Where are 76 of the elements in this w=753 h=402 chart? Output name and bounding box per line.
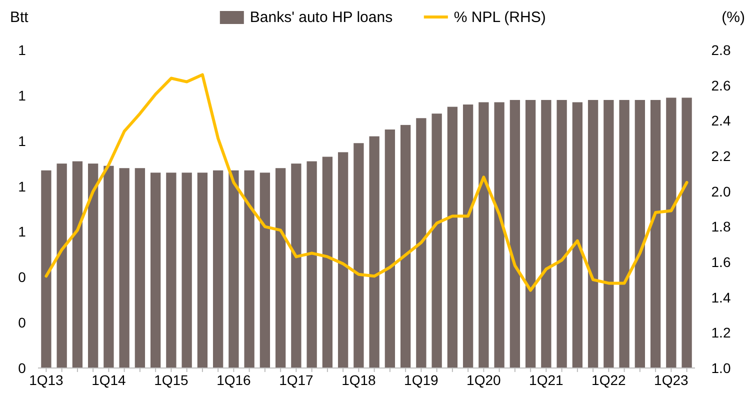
bar [556,100,567,368]
bar [119,168,130,368]
bar [572,102,583,368]
x-tick-label: 1Q21 [529,372,564,388]
bar [462,104,474,368]
bar [182,172,192,368]
bar [432,114,442,368]
y-tick-label: 0 [18,269,26,286]
bar [291,164,302,368]
y-tick-label: 1 [18,178,26,194]
x-tick-label: 1Q23 [654,372,689,388]
bar [306,161,317,368]
bar [666,98,676,368]
y-tick-label: 0 [18,314,26,331]
bar [260,172,270,368]
y-tick-label: 1 [18,42,26,58]
bar [166,172,176,368]
x-tick-label: 1Q15 [154,372,189,388]
bar [650,100,661,368]
y-tick-label: 1 [18,224,26,240]
bar [134,168,146,368]
y2-tick-label: 1.4 [711,289,731,306]
bar [604,100,614,368]
bar [416,118,426,368]
x-tick-label: 1Q22 [592,372,626,388]
y2-tick-label: 2.2 [711,148,731,164]
x-tick-label: 1Q13 [29,372,64,388]
y-axis-title: Btt [10,9,30,26]
y2-tick-label: 2.0 [711,183,731,200]
bar [212,170,224,368]
bar [354,143,364,368]
x-tick-label: 1Q17 [279,372,314,388]
y2-tick-label: 2.6 [711,77,731,94]
bar [72,161,83,368]
bar [244,170,254,368]
bar [619,100,630,368]
bar [510,100,520,368]
line-series [44,73,688,292]
y2-tick-label: 2.8 [711,42,731,58]
bar [634,100,646,368]
y2-axis-title: (%) [722,9,746,26]
bar [104,166,114,368]
y2-tick-label: 1.8 [711,218,731,235]
x-tick-label: 1Q14 [92,372,126,388]
bar [197,172,208,368]
legend-label: % NPL (RHS) [454,9,546,26]
bar [369,136,380,368]
x-tick-label: 1Q19 [404,372,439,388]
bar [228,170,239,368]
bar [682,98,692,368]
y2-tick-label: 1.0 [711,360,731,376]
bar [56,164,67,368]
legend-label: Banks' auto HP loans [250,9,393,26]
bar [478,102,489,368]
y-tick-label: 1 [18,87,26,104]
y2-tick-label: 2.4 [711,112,731,129]
y2-tick-label: 1.6 [711,254,731,270]
y-tick-label: 1 [18,132,26,149]
bar [275,168,286,368]
y-tick-label: 0 [18,360,26,376]
bar [384,130,396,368]
bar [338,152,348,368]
y2-tick-label: 1.2 [711,324,731,341]
x-tick-label: 1Q18 [342,372,376,388]
x-tick-label: 1Q16 [216,372,252,388]
x-tick-label: 1Q20 [466,372,502,388]
bar [88,164,98,368]
bar [494,102,504,368]
bar [150,172,161,368]
bar [525,100,536,368]
bar [322,156,333,368]
bar [588,100,598,368]
bar [541,100,552,368]
bar [41,170,52,368]
bar [400,124,411,368]
bar [447,106,458,368]
